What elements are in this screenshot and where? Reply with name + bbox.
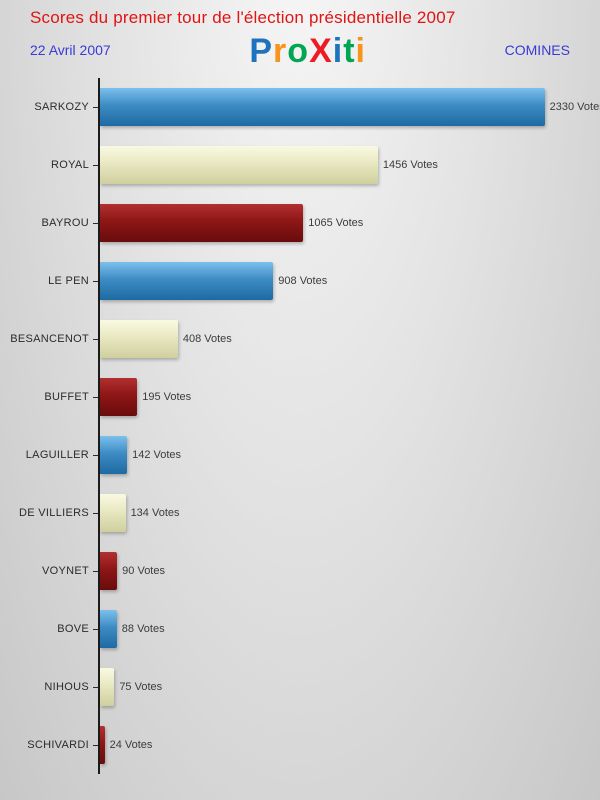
chart-row: SARKOZY 2330 Votes [0, 78, 600, 136]
bar [100, 552, 118, 590]
logo-letter: i [332, 32, 344, 70]
value-label: 75 Votes [119, 681, 163, 693]
bar-chart: SARKOZY 2330 Votes ROYAL 1456 Votes BAYROU 10… [0, 72, 600, 774]
chart-rows: SARKOZY 2330 Votes ROYAL 1456 Votes BAYROU 10… [0, 78, 600, 774]
bar-area: 408 Votes [93, 310, 600, 368]
category-label: SCHIVARDI [27, 739, 89, 751]
logo-letter: o [287, 32, 310, 70]
logo-letter: r [273, 32, 288, 70]
category-label: LE PEN [48, 275, 89, 287]
value-label: 195 Votes [142, 391, 192, 403]
logo-letter: i [355, 32, 366, 70]
logo-letter: P [249, 32, 274, 70]
bar [100, 146, 378, 184]
bar-area: 134 Votes [93, 484, 600, 542]
bar [100, 320, 178, 358]
value-label: 408 Votes [182, 333, 232, 345]
bar-area: 90 Votes [93, 542, 600, 600]
category-label: ROYAL [51, 159, 89, 171]
bar [100, 378, 138, 416]
bar-area: 24 Votes [93, 716, 600, 774]
category-label: BAYROU [41, 217, 89, 229]
value-label: 88 Votes [121, 623, 165, 635]
bar-area: 1065 Votes [93, 194, 600, 252]
value-label: 2330 Votes [549, 101, 600, 113]
value-label: 908 Votes [278, 275, 328, 287]
bar-area: 88 Votes [93, 600, 600, 658]
date-label: 22 Avril 2007 [30, 42, 111, 58]
chart-row: SCHIVARDI 24 Votes [0, 716, 600, 774]
bar [100, 436, 128, 474]
bar [100, 726, 105, 764]
bar [100, 668, 115, 706]
logo-letter: X [309, 32, 333, 70]
chart-row: LE PEN 908 Votes [0, 252, 600, 310]
bar [100, 204, 304, 242]
category-label: VOYNET [41, 565, 89, 577]
bar [100, 610, 117, 648]
chart-row: LAGUILLER 142 Votes [0, 426, 600, 484]
category-label: BOVE [57, 623, 89, 635]
bar-area: 75 Votes [93, 658, 600, 716]
chart-row: BUFFET 195 Votes [0, 368, 600, 426]
category-label: NIHOUS [44, 681, 89, 693]
bar [100, 262, 274, 300]
value-label: 142 Votes [132, 449, 182, 461]
logo-letter: t [343, 32, 356, 70]
chart-row: NIHOUS 75 Votes [0, 658, 600, 716]
chart-row: BOVE 88 Votes [0, 600, 600, 658]
category-label: DE VILLIERS [19, 507, 89, 519]
category-label: BESANCENOT [10, 333, 89, 345]
bar-area: 142 Votes [93, 426, 600, 484]
location-label: COMINES [504, 42, 570, 58]
subheader: 22 Avril 2007 ProXiti COMINES [30, 34, 570, 72]
value-label: 24 Votes [109, 739, 153, 751]
category-label: LAGUILLER [25, 449, 89, 461]
header: Scores du premier tour de l'élection pré… [0, 0, 600, 72]
chart-row: DE VILLIERS 134 Votes [0, 484, 600, 542]
bar-area: 2330 Votes [93, 78, 600, 136]
value-label: 134 Votes [130, 507, 180, 519]
bar [100, 494, 126, 532]
chart-row: VOYNET 90 Votes [0, 542, 600, 600]
chart-row: ROYAL 1456 Votes [0, 136, 600, 194]
value-label: 1456 Votes [382, 159, 438, 171]
value-label: 1065 Votes [308, 217, 364, 229]
chart-row: BAYROU 1065 Votes [0, 194, 600, 252]
bar [100, 88, 545, 126]
category-label: SARKOZY [34, 101, 89, 113]
page-title: Scores du premier tour de l'élection pré… [30, 8, 456, 27]
category-label: BUFFET [44, 391, 89, 403]
proxiti-logo: ProXiti [249, 34, 366, 68]
value-label: 90 Votes [122, 565, 165, 577]
chart-row: BESANCENOT 408 Votes [0, 310, 600, 368]
bar-area: 908 Votes [93, 252, 600, 310]
bar-area: 195 Votes [93, 368, 600, 426]
bar-area: 1456 Votes [93, 136, 600, 194]
